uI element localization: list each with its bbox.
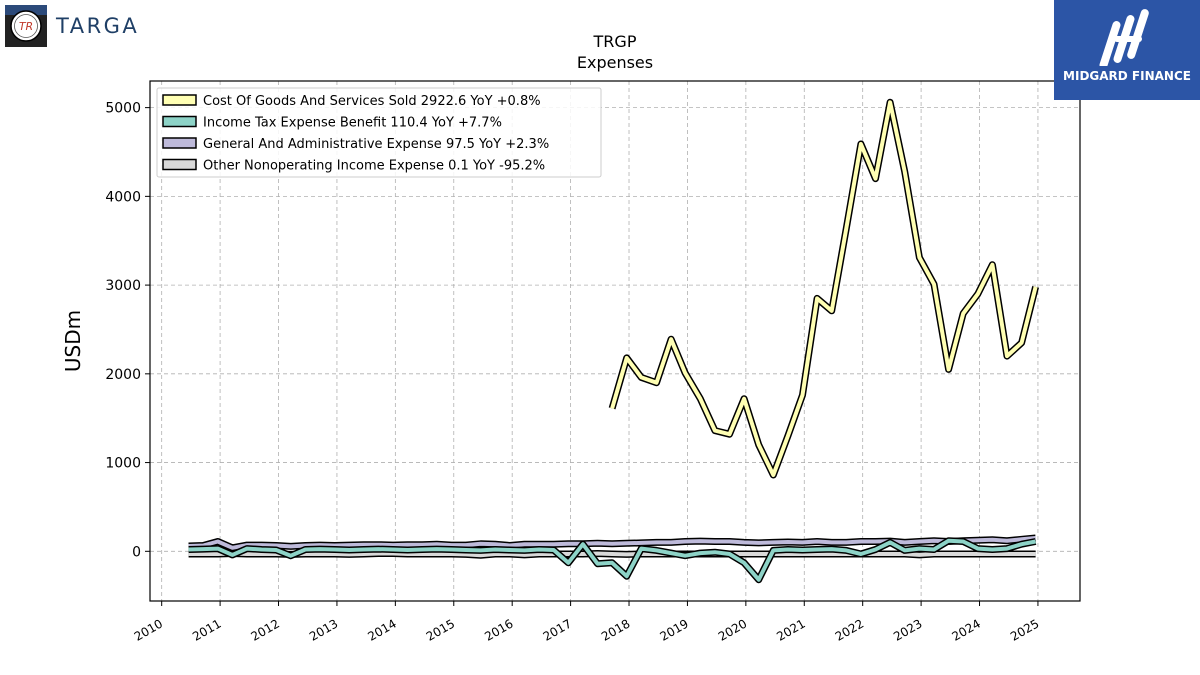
chart-title: TRGP [593, 32, 637, 51]
x-tick-label: 2023 [891, 616, 924, 643]
series-layer [188, 98, 1039, 584]
y-tick-label: 1000 [105, 456, 141, 472]
plot-frame [149, 80, 1081, 602]
x-tick-label: 2017 [541, 616, 574, 643]
legend-box [156, 87, 602, 178]
x-tick-label: 2016 [482, 616, 515, 643]
x-tick-label: 2014 [365, 616, 398, 643]
series-line [188, 538, 1036, 582]
axes: 2010 2011 2012 2013 2014 2015 2016 2017 2018 2019… [105, 101, 1041, 644]
legend-swatch [162, 94, 197, 106]
y-tick-label: 5000 [105, 101, 141, 117]
svg-text:TR: TR [19, 20, 33, 33]
legend-label: Other Nonoperating Income Expense 0.1 Yo… [203, 159, 545, 174]
partner-name: MIDGARD FINANCE [1063, 69, 1191, 83]
x-tick-label: 2018 [599, 616, 632, 643]
legend-swatch [162, 158, 197, 171]
y-axis-label: USDm [61, 310, 85, 372]
midgard-logo-icon [1099, 9, 1149, 69]
brand-name: TARGA [56, 14, 140, 38]
legend-label: Income Tax Expense Benefit 110.4 YoY +7.… [203, 116, 502, 131]
midgard-finance-badge: MIDGARD FINANCE [1054, 0, 1200, 100]
x-tick-label: 2024 [950, 616, 983, 643]
legend-swatch [162, 137, 197, 149]
legend: Cost Of Goods And Services Sold 2922.6 Y… [156, 87, 602, 178]
x-tick-label: 2020 [716, 616, 749, 643]
series-line-outline [608, 98, 1039, 479]
x-tick-label: 2025 [1008, 616, 1041, 643]
series-line [188, 551, 1036, 558]
x-tick-label: 2015 [424, 616, 457, 643]
y-tick-label: 0 [132, 544, 141, 560]
series-1 [188, 537, 1037, 584]
x-tick-label: 2012 [249, 616, 282, 643]
x-tick-label: 2011 [190, 616, 223, 643]
legend-label: General And Administrative Expense 97.5 … [203, 137, 549, 152]
x-tick-label: 2022 [833, 616, 866, 643]
targa-logo: TR [5, 5, 47, 47]
legend-label: Cost Of Goods And Services Sold 2922.6 Y… [203, 94, 541, 109]
series-0 [608, 98, 1039, 479]
chart-subtitle: Expenses [577, 53, 653, 72]
series-line [610, 100, 1038, 477]
y-tick-label: 3000 [105, 278, 141, 294]
y-tick-label: 4000 [105, 189, 141, 205]
series-3 [188, 550, 1036, 559]
x-tick-label: 2019 [657, 616, 690, 643]
y-tick-label: 2000 [105, 367, 141, 383]
x-tick-label: 2021 [774, 616, 807, 643]
legend-swatch [162, 115, 197, 128]
x-tick-label: 2010 [132, 616, 165, 643]
x-tick-label: 2013 [307, 616, 340, 643]
